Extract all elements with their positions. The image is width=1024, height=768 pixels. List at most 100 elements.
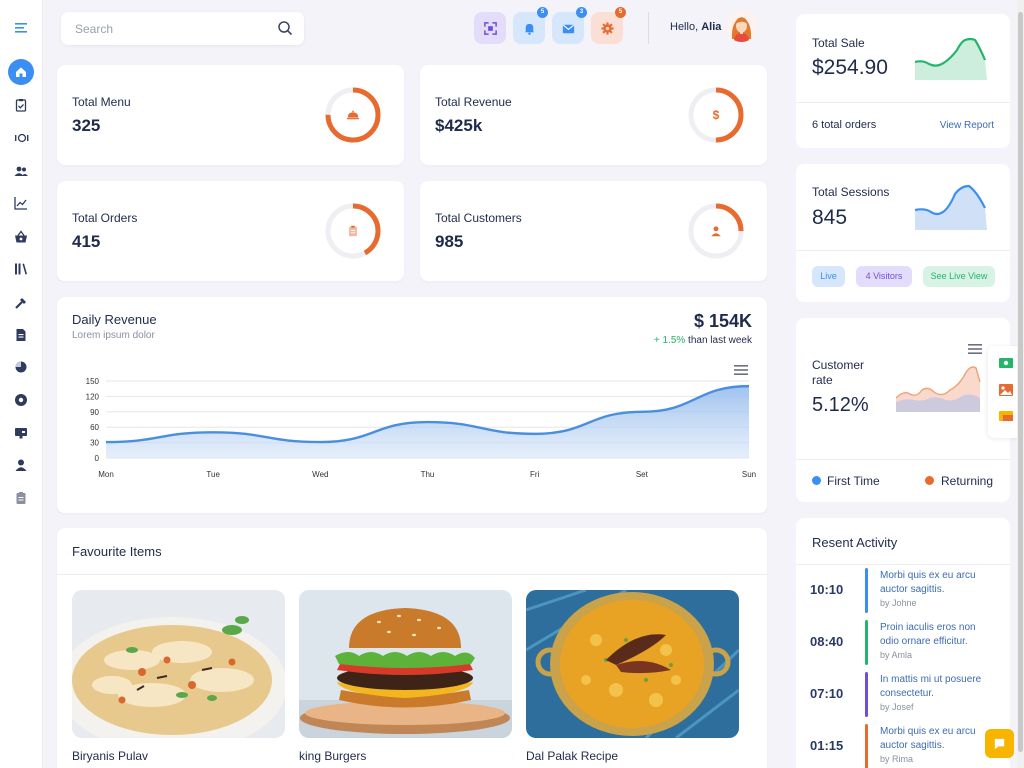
stat-label: Total Menu bbox=[72, 95, 131, 109]
order-clipboard-icon bbox=[344, 222, 362, 240]
progress-ring bbox=[688, 87, 744, 143]
customer-rate-label-2: rate bbox=[812, 373, 833, 387]
menu-icon[interactable] bbox=[8, 15, 34, 41]
x-tick-label: Sun bbox=[742, 470, 756, 479]
activity-item[interactable]: 10:10 Morbi quis ex eu arcu auctor sagitt… bbox=[796, 568, 1010, 620]
home-icon[interactable] bbox=[8, 59, 34, 85]
scrollbar-thumb[interactable] bbox=[1018, 12, 1023, 752]
activity-marker bbox=[865, 672, 868, 717]
returning-legend: Returning bbox=[941, 474, 994, 488]
pie-chart-icon[interactable] bbox=[8, 354, 34, 380]
activity-time: 01:15 bbox=[810, 738, 844, 753]
activity-line: auctor sagittis. bbox=[880, 740, 945, 751]
chart-menu-icon[interactable] bbox=[734, 365, 748, 375]
y-tick-label: 0 bbox=[95, 454, 100, 463]
stat-card-total-orders: Total Orders 415 bbox=[57, 181, 404, 281]
returning-dot bbox=[925, 476, 934, 485]
fullscreen-button[interactable] bbox=[474, 12, 506, 44]
stat-value: $425k bbox=[435, 116, 483, 135]
x-tick-label: Mon bbox=[98, 470, 114, 479]
activity-item[interactable]: 01:15 Morbi quis ex eu arcu auctor sagitt… bbox=[796, 724, 1010, 768]
y-tick-label: 120 bbox=[86, 392, 100, 401]
divider bbox=[796, 459, 1010, 460]
messages-badge: 3 bbox=[576, 7, 587, 18]
chart-subtitle: Lorem ipsum dolor bbox=[72, 330, 155, 341]
notifications-button[interactable]: 5 bbox=[513, 7, 548, 44]
sale-label: Total Sale bbox=[812, 36, 865, 50]
x-tick-label: Wed bbox=[312, 470, 328, 479]
activity-line: auctor sagittis. bbox=[880, 584, 945, 595]
activity-item[interactable]: 07:10 In mattis mi ut posuere consectetur… bbox=[796, 672, 1010, 724]
y-tick-label: 90 bbox=[90, 408, 99, 417]
activity-author: by Josef bbox=[880, 702, 914, 712]
tools-icon[interactable] bbox=[8, 290, 34, 316]
monitor-icon[interactable] bbox=[8, 420, 34, 446]
total-sessions-card: Total Sessions 845 Live 4 Visitors See L… bbox=[796, 164, 1010, 302]
settings-badge: 5 bbox=[615, 7, 626, 18]
chat-button[interactable] bbox=[985, 729, 1014, 758]
report-icon[interactable] bbox=[8, 485, 34, 511]
divider bbox=[796, 250, 1010, 251]
first-time-dot bbox=[812, 476, 821, 485]
user-name: Alia bbox=[701, 21, 722, 33]
activity-time: 07:10 bbox=[810, 686, 844, 701]
food-image-burger[interactable] bbox=[299, 590, 512, 738]
activity-marker bbox=[865, 568, 868, 613]
cash-icon[interactable] bbox=[999, 357, 1013, 369]
food-image-dal-palak[interactable] bbox=[526, 590, 739, 738]
food-label: Biryanis Pulav bbox=[72, 749, 149, 763]
y-tick-label: 30 bbox=[90, 439, 99, 448]
sidebar bbox=[0, 0, 43, 768]
food-image-biryani[interactable] bbox=[72, 590, 285, 738]
search-input[interactable] bbox=[75, 20, 265, 38]
favourite-items-card: Favourite Items Biryanis Pulav bbox=[57, 528, 767, 768]
activity-line: Morbi quis ex eu arcu bbox=[880, 570, 976, 581]
users-icon[interactable] bbox=[8, 158, 34, 184]
activity-line: consectetur. bbox=[880, 688, 934, 699]
gear-icon bbox=[600, 21, 614, 35]
main-content: 5 3 5 Hello, Alia Total Menu 325 bbox=[43, 0, 782, 768]
chart-line-icon[interactable] bbox=[8, 190, 34, 216]
y-tick-label: 150 bbox=[86, 377, 100, 386]
user-icon[interactable] bbox=[8, 452, 34, 478]
activity-author: by Rima bbox=[880, 754, 914, 764]
activity-item[interactable]: 08:40 Proin iaculis eros non odio ornare … bbox=[796, 620, 1010, 672]
document-icon[interactable] bbox=[8, 322, 34, 348]
greeting-text: Hello, bbox=[670, 21, 702, 33]
folder-icon[interactable] bbox=[999, 410, 1013, 422]
serving-icon[interactable] bbox=[8, 124, 34, 150]
settings-button[interactable]: 5 bbox=[591, 7, 626, 44]
activity-author: by Johne bbox=[880, 598, 917, 608]
messages-button[interactable]: 3 bbox=[552, 7, 587, 44]
image-icon[interactable] bbox=[999, 384, 1013, 396]
visitors-pill[interactable]: 4 Visitors bbox=[856, 266, 912, 287]
daily-revenue-card: Daily Revenue Lorem ipsum dolor $ 154K +… bbox=[57, 297, 767, 513]
change-percent: + 1.5% bbox=[653, 335, 686, 346]
basket-icon[interactable] bbox=[8, 224, 34, 250]
library-icon[interactable] bbox=[8, 256, 34, 282]
avatar[interactable] bbox=[726, 11, 757, 42]
view-report-link[interactable]: View Report bbox=[939, 120, 994, 131]
greeting: Hello, Alia bbox=[670, 21, 721, 33]
orders-count: 6 total orders bbox=[812, 119, 877, 131]
change-text: than last week bbox=[685, 335, 752, 346]
toolbar-divider bbox=[648, 12, 649, 44]
sessions-sparkline bbox=[915, 184, 987, 230]
session-pills: Live 4 Visitors See Live View bbox=[812, 266, 1002, 287]
stat-label: Total Customers bbox=[435, 211, 522, 225]
live-pill[interactable]: Live bbox=[812, 266, 845, 287]
chat-icon bbox=[994, 738, 1005, 750]
stat-card-total-customers: Total Customers 985 bbox=[420, 181, 767, 281]
activity-line: Proin iaculis eros non bbox=[880, 622, 976, 633]
stat-value: 415 bbox=[72, 232, 101, 251]
first-time-legend: First Time bbox=[827, 474, 880, 488]
search-icon[interactable] bbox=[277, 20, 293, 36]
see-live-view-pill[interactable]: See Live View bbox=[923, 266, 995, 287]
scrollbar[interactable] bbox=[1017, 0, 1024, 768]
stat-label: Total Revenue bbox=[435, 95, 512, 109]
disc-icon[interactable] bbox=[8, 387, 34, 413]
activity-text: Morbi quis ex eu arcu auctor sagittis. bbox=[880, 569, 996, 597]
clipboard-icon[interactable] bbox=[8, 92, 34, 118]
customer-menu-icon[interactable] bbox=[968, 344, 982, 354]
